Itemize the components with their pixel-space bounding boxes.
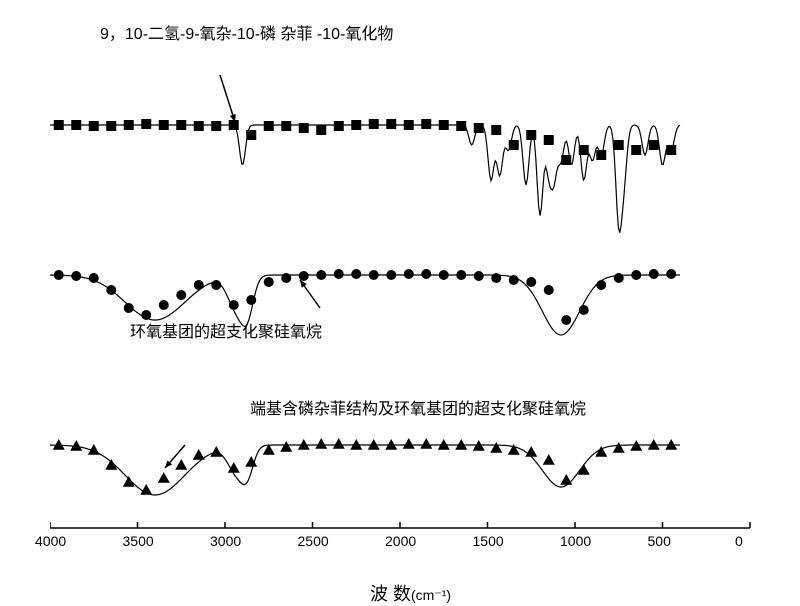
spectrum-svg <box>50 50 770 540</box>
x-tick-label: 1000 <box>560 533 591 549</box>
x-tick-label: 0 <box>735 533 743 549</box>
x-tick-label: 1500 <box>473 533 504 549</box>
plot-area: 环氧基团的超支化聚硅氧烷 端基含磷杂菲结构及环氧基团的超支化聚硅氧烷 <box>50 50 770 510</box>
x-tick-label: 500 <box>648 533 671 549</box>
x-axis-label: 波 数(cm⁻¹) <box>370 580 451 606</box>
x-axis-label-text: 波 数 <box>370 584 411 604</box>
x-tick-label: 3500 <box>123 533 154 549</box>
x-tick-label: 3000 <box>210 533 241 549</box>
ir-spectrum-chart: 9，10-二氢-9-氧杂-10-磷 杂菲 -10-氧化物 环氧基团的超支化聚硅氧… <box>50 20 770 580</box>
series-label-dopo-epoxy: 端基含磷杂菲结构及环氧基团的超支化聚硅氧烷 <box>250 395 586 419</box>
x-tick-label: 4000 <box>35 533 66 549</box>
series-label-epoxy: 环氧基团的超支化聚硅氧烷 <box>130 318 322 342</box>
x-axis-unit: (cm⁻¹) <box>411 587 451 603</box>
x-tick-label: 2000 <box>385 533 416 549</box>
series-label-dopo: 9，10-二氢-9-氧杂-10-磷 杂菲 -10-氧化物 <box>100 20 393 44</box>
x-tick-label: 2500 <box>298 533 329 549</box>
